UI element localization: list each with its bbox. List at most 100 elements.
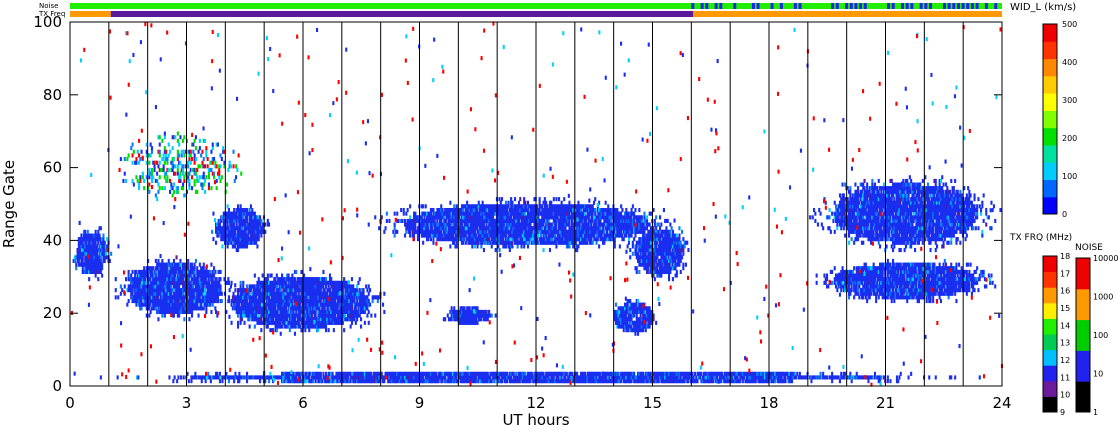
echo-cell [517,211,520,216]
echo-cell [458,233,461,238]
echo-cell [497,233,500,238]
echo-cell [358,295,361,300]
echo-cell [620,306,623,311]
echo-cell [484,218,487,223]
echo-cell [149,302,152,307]
echo-cell [260,309,263,314]
echo-cell [646,255,649,260]
echo-cell [220,291,223,296]
echo-cell [510,218,513,223]
echo-cell [450,218,453,223]
echo-cell [634,266,637,271]
echo-cell [558,197,561,202]
echo-cell [229,226,232,231]
echo-cell [617,320,620,325]
echo-cell [127,277,130,282]
echo-cell [95,233,98,238]
echo-cell [229,211,232,216]
echo-cell [454,211,457,216]
echo-cell [480,226,483,231]
echo-cell [647,255,650,260]
echo-cell [95,262,98,267]
echo-cell [441,237,444,242]
echo-cell [643,262,646,267]
echo-cell [251,222,254,227]
echo-cell [303,291,306,296]
echo-cell [261,226,264,231]
echo-cell [638,317,641,322]
echo-cell [253,309,256,314]
echo-cell [574,208,577,213]
echo-cell [229,218,232,223]
echo-cell [238,211,241,216]
echo-cell [279,302,282,307]
echo-cell [541,211,544,216]
echo-cell [278,306,281,311]
echo-cell [451,218,454,223]
echo-cell [550,211,553,216]
echo-cell [578,208,581,213]
echo-cell [143,299,146,304]
echo-cell [558,211,561,216]
echo-cell [293,331,296,336]
echo-cell [284,317,287,322]
echo-cell [479,215,482,220]
echo-cell [477,240,480,245]
noise-tick [691,3,695,9]
echo-cell [296,324,299,329]
echo-cell [429,208,432,213]
echo-cell [219,288,222,293]
echo-cell [493,208,496,213]
echo-cell [309,291,312,296]
echo-cell [637,320,640,325]
echo-cell [567,240,570,245]
echo-cell [327,288,330,293]
echo-cell [424,218,427,223]
echo-cell [160,302,163,307]
echo-cell [653,218,656,223]
echo-cell [603,240,606,245]
echo-cell [165,302,168,307]
echo-cell [669,255,672,260]
echo-cell [550,226,553,231]
echo-cell [282,288,285,293]
echo-cell [480,208,483,213]
echo-cell [385,211,388,216]
echo-cell [268,317,271,322]
echo-cell [354,309,357,314]
echo-cell [363,320,366,325]
echo-cell [171,269,174,274]
echo-cell [152,266,155,271]
echo-cell [466,211,469,216]
echo-cell [559,211,562,216]
echo-cell [536,226,539,231]
echo-cell [244,306,247,311]
echo-cell [315,299,318,304]
echo-cell [659,240,662,245]
echo-cell [259,229,262,234]
echo-cell [476,218,479,223]
echo-cell [179,277,182,282]
echo-cell [360,302,363,307]
echo-cell [653,240,656,245]
echo-cell [171,309,174,314]
echo-cell [237,204,240,209]
echo-cell [547,226,550,231]
echo-cell [292,317,295,322]
echo-cell [504,240,507,245]
echo-cell [337,299,340,304]
echo-cell [471,244,474,249]
echo-cell [264,306,267,311]
echo-cell [143,302,146,307]
echo-cell [143,273,146,278]
echo-cell [541,226,544,231]
echo-cell [130,288,133,293]
echo-cell [234,218,237,223]
echo-cell [93,255,96,260]
echo-cell [92,269,95,274]
echo-cell [506,229,509,234]
echo-cell [660,233,663,238]
echo-cell [656,248,659,253]
echo-cell [281,302,284,307]
echo-cell [440,237,443,242]
